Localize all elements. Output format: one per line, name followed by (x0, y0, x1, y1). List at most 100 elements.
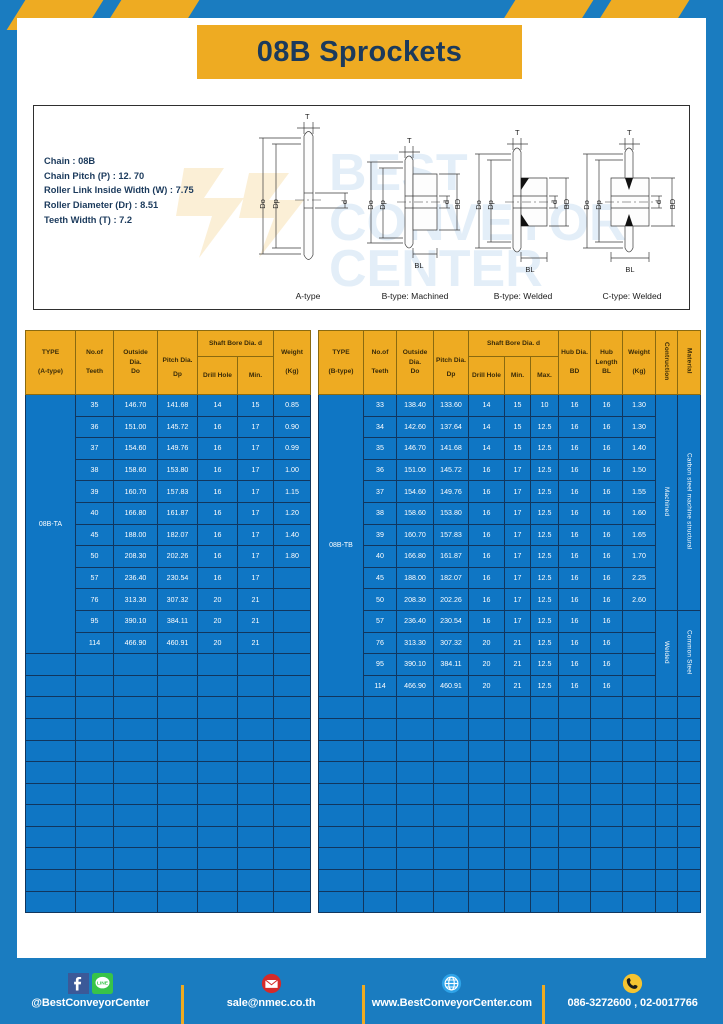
cell-construction: Machined (655, 394, 679, 611)
cell-blank (433, 847, 469, 871)
cell-max: 12.5 (529, 501, 560, 525)
footer-item-phone[interactable]: 086-3272600 , 02-0017766 (542, 973, 723, 1024)
cell-blank (558, 847, 592, 871)
cell-max: 12.5 (529, 674, 560, 698)
cell-blank (25, 782, 76, 806)
cell-blank (655, 869, 679, 892)
cell-blank (433, 782, 469, 806)
cell-blank (75, 782, 114, 806)
sprocket-table-b-type: TYPE (B-type) No.of Teeth Outside Dia. Do Pi… (318, 330, 702, 914)
cell-blank (25, 696, 76, 719)
cell-dp: 145.72 (157, 415, 198, 439)
cell-blank (433, 804, 469, 827)
svg-text:Dp: Dp (486, 200, 495, 210)
table-row-blank (318, 761, 702, 784)
cell-type: 08B-TB (318, 393, 364, 698)
footer-label: sale@nmec.co.th (226, 997, 316, 1009)
cell-weight: 1.30 (622, 415, 657, 439)
cell-drill: 16 (197, 566, 238, 590)
cell-drill: 20 (197, 609, 238, 633)
cell-blank (677, 717, 702, 741)
svg-text:Do: Do (258, 199, 267, 209)
cell-weight: 1.60 (622, 501, 657, 525)
cell-blank (655, 804, 679, 827)
cell-blank (237, 739, 274, 763)
table-row: 114 466.90 460.91 20 21 12.5 16 16 (319, 674, 701, 698)
cell-do: 154.60 (113, 437, 158, 460)
cell-do: 313.30 (396, 631, 434, 655)
cell-weight: 1.65 (622, 523, 657, 547)
cell-blank (25, 825, 76, 849)
cell-weight: 1.70 (622, 545, 657, 568)
cell-bd: 16 (558, 480, 592, 503)
phone-icon[interactable] (622, 973, 643, 994)
cell-blank (622, 869, 657, 892)
cell-blank (25, 869, 76, 892)
cell-dp: 157.83 (433, 523, 469, 547)
cell-blank (197, 804, 238, 827)
cell-blank (197, 847, 238, 871)
cell-drill: 16 (468, 458, 505, 482)
table-right-body: 08B-TB 33 138.40 133.60 14 15 10 16 16 1.30 Machin… (318, 393, 702, 914)
cell-blank (318, 825, 364, 849)
email-icon[interactable] (261, 973, 282, 994)
cell-blank (363, 739, 397, 763)
facebook-icon[interactable] (67, 973, 89, 994)
cell-blank (25, 739, 76, 763)
cell-blank (590, 739, 624, 763)
cell-blank (113, 674, 158, 698)
line-icon[interactable]: LINE (91, 973, 113, 994)
tables-area: TYPE (A-type) No.of Teeth Outside Dia. Do Pi… (25, 330, 702, 945)
cell-blank (468, 696, 505, 719)
cell-blank (622, 847, 657, 871)
footer-item-facebook[interactable]: LINE @BestConveyorCenter (0, 973, 181, 1009)
cell-blank (318, 761, 364, 784)
cell-min: 17 (504, 588, 531, 611)
table-row-blank (25, 804, 311, 827)
cell-blank (590, 782, 624, 806)
cell-blank (468, 804, 505, 827)
cell-material: Common Steel (677, 609, 702, 698)
cell-bl: 16 (590, 674, 624, 698)
cell-blank (433, 696, 469, 719)
th-outside-dia: Outside Dia. Do (396, 330, 434, 395)
cell-dp: 460.91 (157, 631, 198, 655)
cell-blank (25, 674, 76, 698)
table-row: 76 313.30 307.32 20 21 (26, 588, 311, 611)
cell-blank (25, 890, 76, 914)
cell-min: 17 (504, 566, 531, 590)
cell-blank (468, 890, 505, 914)
cell-dp: 230.54 (433, 609, 469, 633)
cell-do: 160.70 (113, 480, 158, 503)
th-hub-dia: Hub Dia. BD (558, 330, 592, 395)
sprocket-drawings: T Do Dp d A-type (249, 108, 689, 308)
th-hub-length: Hub Length BL (590, 330, 624, 395)
table-row: 114 466.90 460.91 20 21 (26, 631, 311, 655)
globe-icon[interactable] (441, 973, 462, 994)
cell-bl: 16 (590, 458, 624, 482)
cell-blank (75, 804, 114, 827)
cell-teeth: 76 (75, 588, 114, 611)
cell-blank (113, 696, 158, 719)
footer-label: www.BestConveyorCenter.com (371, 997, 532, 1009)
footer-item-email[interactable]: sale@nmec.co.th (180, 973, 362, 1024)
table-row-blank (25, 717, 311, 741)
cell-max: 12.5 (529, 545, 560, 568)
cell-teeth: 35 (363, 437, 397, 460)
cell-drill: 14 (197, 394, 238, 417)
drawing-caption: B-type: Machined (381, 291, 449, 301)
diagram-panel: BEST CONVEYOR CENTER Chain : 08B Chain P… (33, 105, 690, 310)
cell-max: 12.5 (529, 609, 560, 633)
cell-blank (157, 653, 198, 676)
cell-blank (433, 761, 469, 784)
cell-blank (655, 761, 679, 784)
cell-drill: 20 (468, 653, 505, 676)
table-row-blank (25, 696, 311, 719)
footer-item-website[interactable]: www.BestConveyorCenter.com (361, 973, 543, 1024)
cell-teeth: 45 (75, 523, 114, 547)
cell-blank (468, 847, 505, 871)
cell-dp: 149.76 (157, 437, 198, 460)
cell-do: 160.70 (396, 523, 434, 547)
cell-max: 10 (529, 394, 560, 417)
cell-blank (504, 869, 531, 892)
